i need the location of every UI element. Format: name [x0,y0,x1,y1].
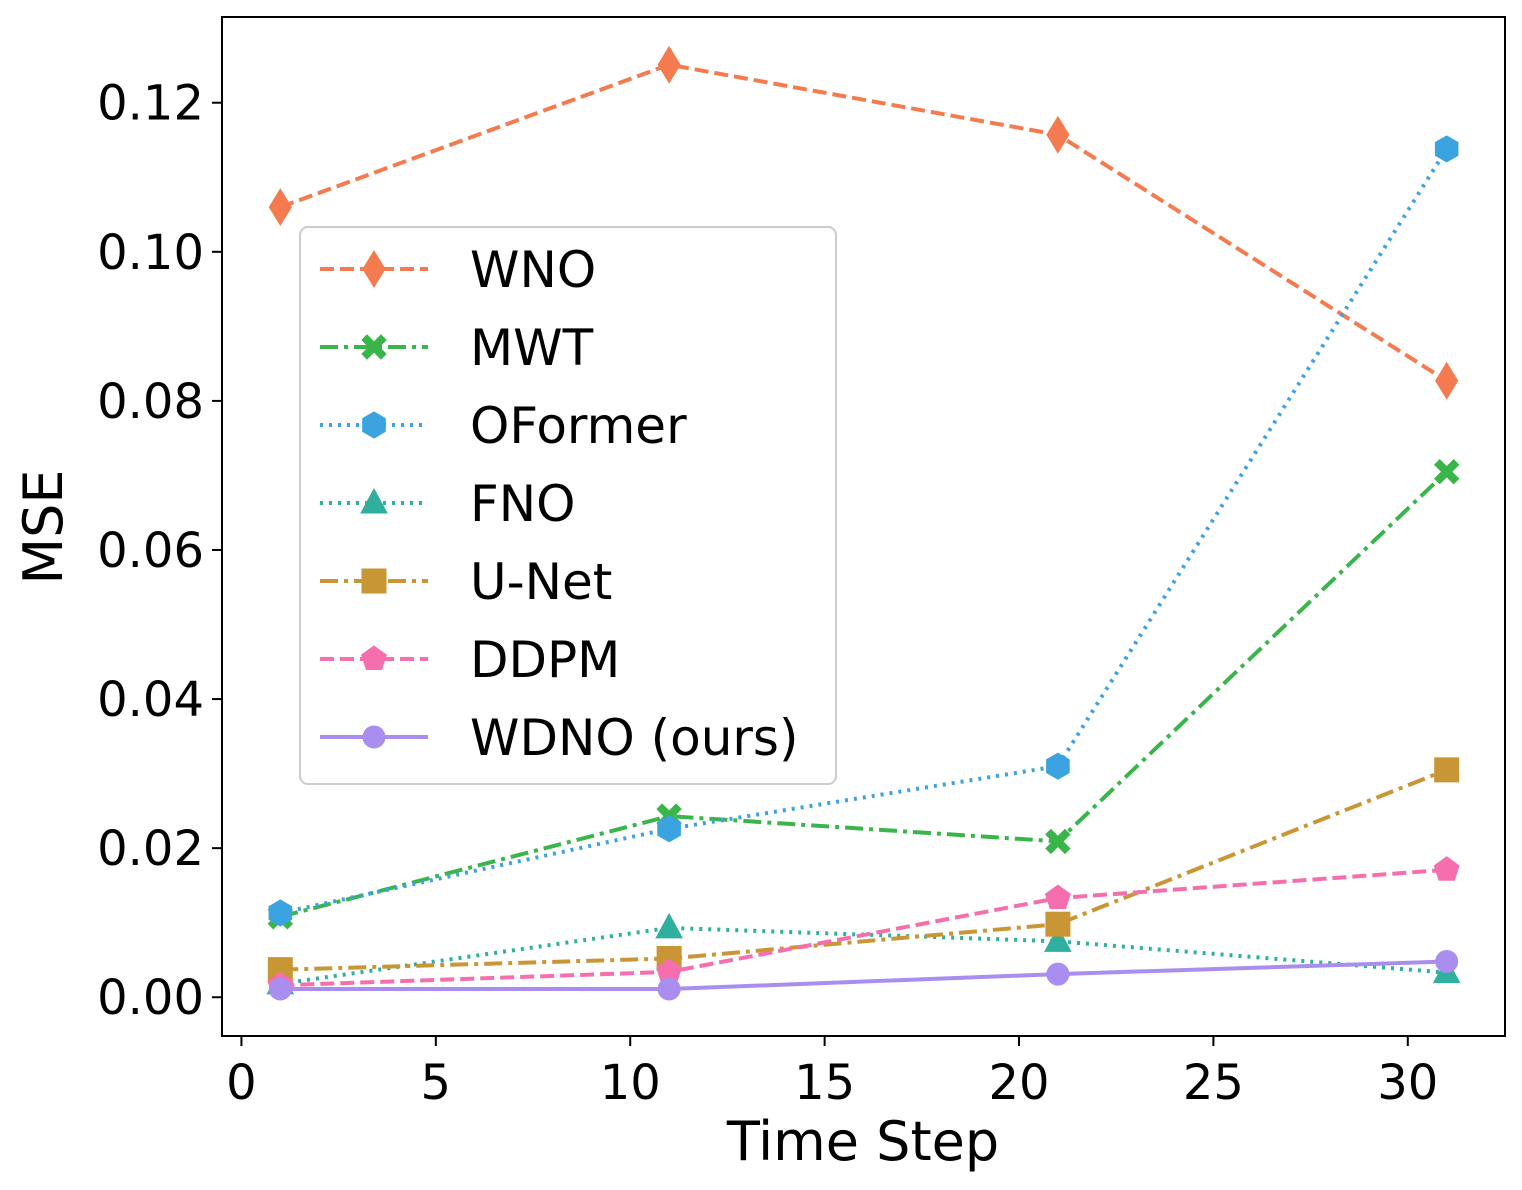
data-point-wno-1 [268,188,292,227]
legend-marker [361,645,387,670]
legend-item-wdno-ours: WDNO (ours) [320,709,799,767]
legend-item-oformer: OFormer [320,397,687,455]
x-tick-label: 30 [1377,1055,1438,1111]
series-line-mwt [279,470,1449,919]
legend-marker [360,487,388,514]
y-tick-label: 0.04 [97,672,204,728]
series-wno [268,45,1459,400]
x-tick-label: 10 [600,1055,661,1111]
series-line-wno [279,62,1448,383]
series-oformer [268,135,1459,927]
data-point-wdno-ours-31 [1435,949,1459,973]
x-axis-ticks: 0 5 10 15 20 25 30 [226,1036,1438,1111]
legend-marker [362,250,386,288]
x-tick-label: 0 [226,1055,257,1111]
data-point-fno-21 [1044,926,1072,952]
y-tick-label: 0.12 [97,76,204,132]
data-point-wno-11 [657,45,681,84]
data-point-wdno-ours-21 [1046,962,1070,986]
data-point-wdno-ours-1 [268,977,292,1001]
y-tick-label: 0.08 [97,374,204,430]
data-point-ddpm-21 [1044,884,1071,910]
data-point-wdno-ours-11 [657,977,681,1001]
legend-label: WDNO (ours) [470,709,799,767]
legend-label: MWT [470,319,594,377]
data-point-u-net-21 [1045,911,1071,937]
y-tick-label: 0.06 [97,523,204,579]
legend-item-fno: FNO [320,475,576,533]
legend-label: U-Net [470,553,612,611]
legend-item-mwt: MWT [320,319,594,377]
legend-label: WNO [470,241,596,299]
x-tick-label: 25 [1183,1055,1244,1111]
legend-marker [362,411,386,439]
plot-area-frame [221,16,1506,1037]
y-axis-ticks: 0.00 0.02 0.04 0.06 0.08 0.10 0.12 [97,76,222,1026]
series-line-u-net [280,768,1448,972]
legend-marker [361,568,387,594]
y-tick-label: 0.10 [97,225,204,281]
data-point-u-net-31 [1434,757,1460,783]
legend-item-ddpm: DDPM [320,631,620,689]
x-tick-label: 20 [988,1055,1049,1111]
data-point-oformer-1 [268,899,293,927]
data-point-oformer-31 [1434,135,1459,163]
legend-marker [361,334,387,360]
series-line-oformer [279,147,1449,915]
data-point-wno-21 [1046,115,1070,154]
legend-label: FNO [470,475,576,533]
series-line-ddpm [280,867,1447,988]
x-axis-label: Time Step [726,1110,999,1173]
y-tick-label: 0.02 [97,821,204,877]
legend-label: DDPM [470,631,620,689]
legend: WNO MWT OFormer FNO U-Net DDPM WDNO (ours) [299,226,837,785]
legend-item-wno: WNO [320,241,596,299]
data-point-mwt-31 [1433,459,1460,485]
data-point-mwt-21 [1045,828,1071,855]
data-point-ddpm-31 [1433,856,1460,881]
series-u-net [267,757,1460,983]
legend-item-u-net: U-Net [320,553,612,611]
legend-label: OFormer [470,397,687,455]
x-tick-label: 15 [794,1055,855,1111]
series-layer [266,45,1461,1001]
data-point-fno-11 [655,912,683,939]
series-ddpm [267,856,1460,997]
data-point-oformer-11 [657,815,681,843]
x-tick-label: 5 [421,1055,452,1111]
data-point-wno-31 [1435,361,1459,400]
data-point-oformer-21 [1046,752,1070,780]
series-line-wdno-ours [280,959,1447,991]
y-axis-label: MSE [12,470,75,585]
series-wdno-ours [268,949,1459,1001]
legend-box [299,226,837,785]
legend-marker [362,725,386,749]
y-tick-label: 0.00 [97,970,204,1026]
